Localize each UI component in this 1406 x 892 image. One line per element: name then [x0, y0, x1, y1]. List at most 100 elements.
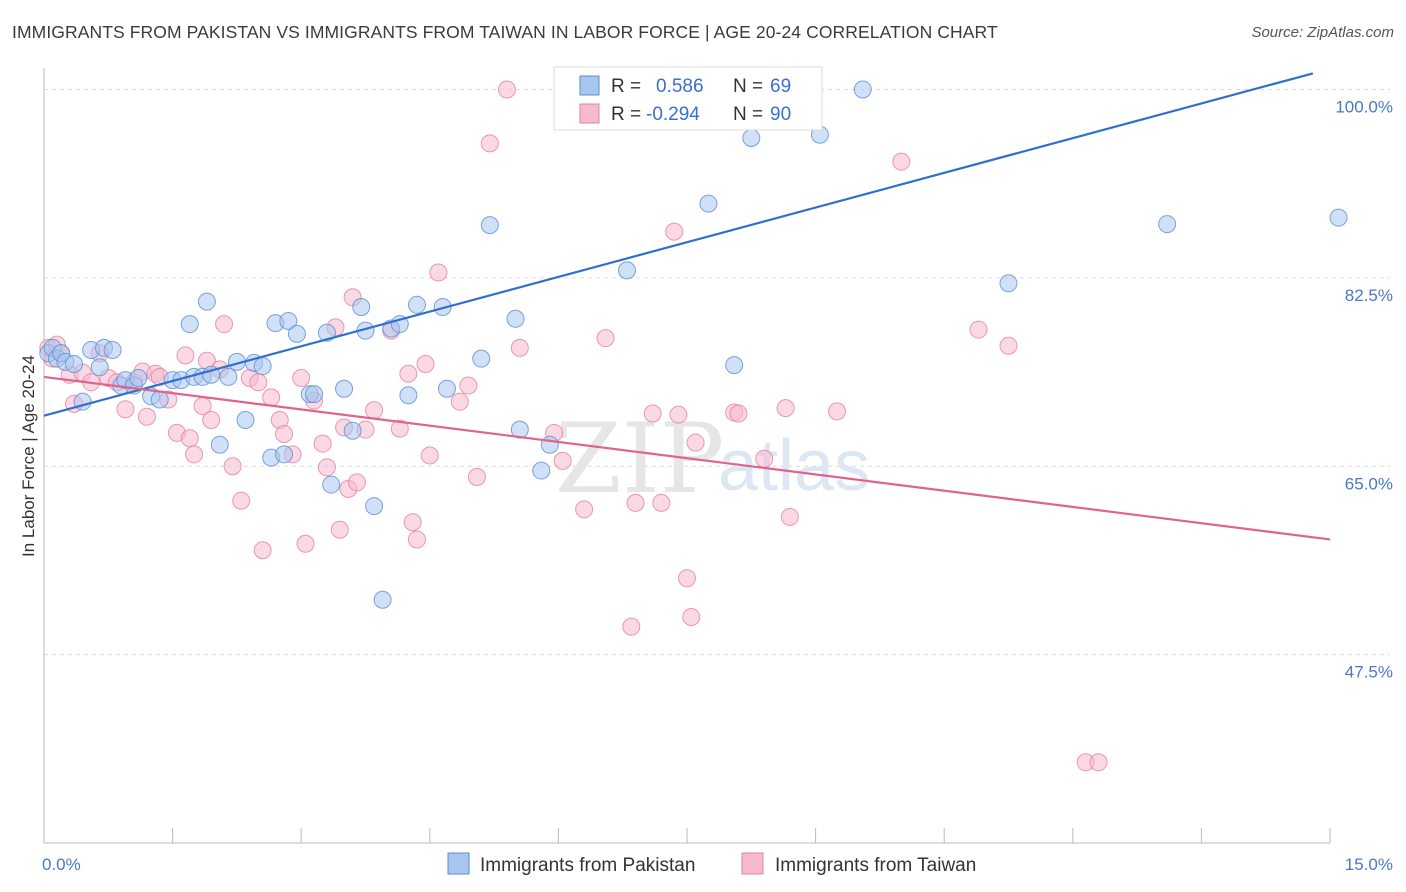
data-point-taiwan — [180, 429, 199, 448]
data-point-taiwan — [330, 520, 349, 539]
data-point-taiwan — [1089, 753, 1108, 772]
data-point-taiwan — [262, 388, 281, 407]
data-point-taiwan — [399, 364, 418, 383]
data-point-taiwan — [669, 405, 688, 424]
legend-n-label-pakistan: N = — [733, 76, 763, 97]
series-taiwan-points — [39, 80, 1108, 772]
data-point-taiwan — [450, 392, 469, 411]
data-point-pakistan — [275, 445, 294, 464]
trend-line-pakistan — [43, 72, 1314, 417]
data-point-taiwan — [999, 336, 1018, 355]
y-tick-label: 82.5% — [1345, 286, 1393, 305]
series-pakistan-points — [39, 80, 1348, 609]
data-point-pakistan — [103, 341, 122, 360]
data-point-taiwan — [596, 329, 615, 348]
data-point-taiwan — [215, 315, 234, 334]
data-point-taiwan — [403, 513, 422, 532]
correlation-legend: R = 0.586 N = 69 R = -0.294 N = 90 — [553, 66, 823, 131]
y-tick-label: 65.0% — [1345, 474, 1393, 493]
data-point-pakistan — [219, 367, 238, 386]
data-point-taiwan — [626, 493, 645, 512]
data-point-taiwan — [365, 401, 384, 420]
data-point-pakistan — [725, 356, 744, 375]
legend-n-value-pakistan: 69 — [770, 76, 791, 97]
x-tick-label: 15.0% — [1345, 855, 1393, 874]
data-point-pakistan — [287, 324, 306, 343]
data-point-taiwan — [467, 468, 486, 487]
x-tick-labels: 0.0% 15.0% — [42, 855, 1393, 874]
data-point-pakistan — [180, 315, 199, 334]
data-point-taiwan — [575, 500, 594, 519]
data-point-taiwan — [780, 507, 799, 526]
data-point-taiwan — [407, 530, 426, 549]
data-point-taiwan — [416, 355, 435, 374]
data-point-taiwan — [313, 434, 332, 453]
data-point-taiwan — [729, 404, 748, 423]
data-point-taiwan — [459, 376, 478, 395]
legend-swatch-taiwan — [579, 103, 600, 124]
y-tick-labels: 100.0% 82.5% 65.0% 47.5% — [1335, 98, 1393, 682]
data-point-taiwan — [429, 263, 448, 282]
data-point-pakistan — [999, 274, 1018, 293]
data-point-pakistan — [317, 323, 336, 342]
chart-title: IMMIGRANTS FROM PAKISTAN VS IMMIGRANTS F… — [12, 22, 998, 42]
data-point-taiwan — [622, 617, 641, 636]
trend-line-taiwan — [43, 375, 1331, 541]
data-point-taiwan — [223, 457, 242, 476]
data-point-taiwan — [137, 407, 156, 426]
data-point-taiwan — [185, 445, 204, 464]
data-point-taiwan — [275, 424, 294, 443]
data-point-taiwan — [553, 451, 572, 470]
y-axis-label: In Labor Force | Age 20-24 — [19, 355, 38, 557]
bottom-legend-swatch-pakistan — [447, 852, 470, 875]
data-point-taiwan — [420, 446, 439, 465]
data-point-pakistan — [90, 358, 109, 377]
data-point-taiwan — [232, 491, 251, 510]
data-point-taiwan — [480, 134, 499, 153]
data-point-pakistan — [853, 80, 872, 99]
data-point-pakistan — [1158, 215, 1177, 234]
data-point-taiwan — [347, 473, 366, 492]
y-tick-label: 47.5% — [1345, 663, 1393, 682]
data-point-pakistan — [373, 590, 392, 609]
data-point-taiwan — [892, 152, 911, 171]
data-point-taiwan — [686, 433, 705, 452]
data-point-pakistan — [129, 369, 148, 387]
watermark: ZIP atlas — [555, 403, 870, 515]
y-tick-label: 100.0% — [1335, 98, 1393, 117]
bottom-legend-label-pakistan: Immigrants from Pakistan — [480, 855, 695, 876]
legend-r-value-taiwan: -0.294 — [646, 104, 700, 125]
data-point-taiwan — [253, 541, 272, 560]
data-point-pakistan — [236, 410, 255, 429]
data-point-taiwan — [665, 222, 684, 241]
data-point-pakistan — [407, 295, 426, 314]
legend-n-label-taiwan: N = — [733, 104, 763, 125]
bottom-legend-label-taiwan: Immigrants from Taiwan — [775, 855, 976, 876]
data-point-taiwan — [249, 373, 268, 392]
data-point-taiwan — [510, 338, 529, 357]
data-point-taiwan — [678, 569, 696, 588]
data-point-taiwan — [755, 449, 774, 468]
data-point-pakistan — [305, 385, 324, 404]
data-point-pakistan — [279, 311, 298, 330]
data-point-pakistan — [335, 379, 354, 398]
data-point-pakistan — [540, 435, 559, 454]
data-point-pakistan — [210, 435, 229, 454]
data-point-pakistan — [365, 497, 384, 516]
data-point-taiwan — [643, 404, 662, 423]
data-point-taiwan — [116, 400, 135, 419]
x-ticks — [172, 828, 1331, 843]
data-point-pakistan — [437, 379, 456, 398]
data-point-pakistan — [150, 390, 169, 409]
data-point-pakistan — [617, 261, 636, 280]
data-point-pakistan — [253, 357, 272, 376]
legend-r-value-pakistan: 0.586 — [656, 76, 704, 97]
data-point-pakistan — [322, 475, 341, 494]
chart-source: Source: ZipAtlas.com — [1251, 24, 1394, 41]
trend-lines — [43, 72, 1331, 541]
data-point-pakistan — [399, 386, 418, 405]
data-point-pakistan — [506, 309, 525, 328]
legend-r-label-pakistan: R = — [611, 76, 641, 97]
data-point-pakistan — [472, 349, 491, 368]
data-point-pakistan — [1329, 208, 1348, 227]
